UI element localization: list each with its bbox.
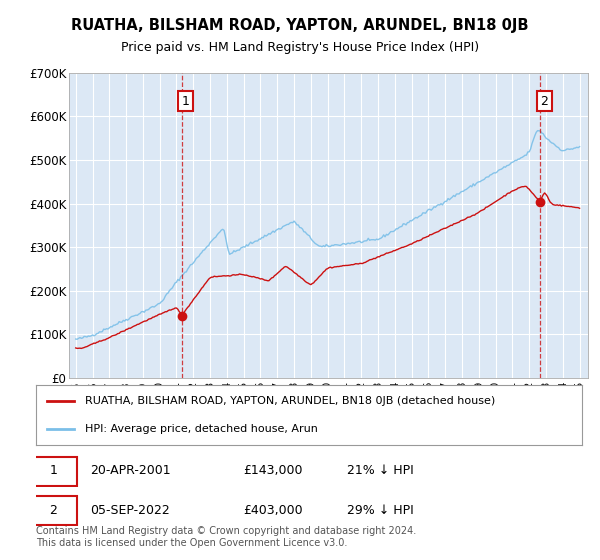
Text: Contains HM Land Registry data © Crown copyright and database right 2024.
This d: Contains HM Land Registry data © Crown c… bbox=[36, 526, 416, 548]
Text: 2: 2 bbox=[541, 95, 548, 108]
Text: 2: 2 bbox=[50, 503, 58, 517]
Text: 05-SEP-2022: 05-SEP-2022 bbox=[91, 503, 170, 517]
Text: Price paid vs. HM Land Registry's House Price Index (HPI): Price paid vs. HM Land Registry's House … bbox=[121, 41, 479, 54]
Text: 1: 1 bbox=[50, 464, 58, 478]
Text: £143,000: £143,000 bbox=[244, 464, 303, 478]
Text: RUATHA, BILSHAM ROAD, YAPTON, ARUNDEL, BN18 0JB (detached house): RUATHA, BILSHAM ROAD, YAPTON, ARUNDEL, B… bbox=[85, 396, 496, 406]
Text: £403,000: £403,000 bbox=[244, 503, 303, 517]
FancyBboxPatch shape bbox=[31, 456, 77, 486]
Text: 20-APR-2001: 20-APR-2001 bbox=[91, 464, 171, 478]
Text: HPI: Average price, detached house, Arun: HPI: Average price, detached house, Arun bbox=[85, 424, 318, 434]
Text: 21% ↓ HPI: 21% ↓ HPI bbox=[347, 464, 414, 478]
FancyBboxPatch shape bbox=[31, 496, 77, 525]
Text: RUATHA, BILSHAM ROAD, YAPTON, ARUNDEL, BN18 0JB: RUATHA, BILSHAM ROAD, YAPTON, ARUNDEL, B… bbox=[71, 18, 529, 32]
Text: 29% ↓ HPI: 29% ↓ HPI bbox=[347, 503, 414, 517]
Text: 1: 1 bbox=[182, 95, 190, 108]
